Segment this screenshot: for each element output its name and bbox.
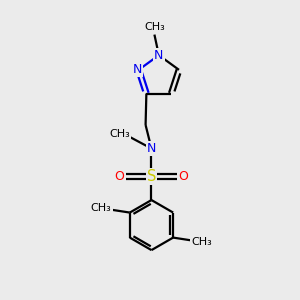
Text: O: O — [115, 170, 124, 183]
Text: O: O — [178, 170, 188, 183]
Text: CH₃: CH₃ — [191, 237, 212, 247]
Text: N: N — [154, 49, 164, 62]
Text: N: N — [133, 63, 142, 76]
Text: CH₃: CH₃ — [110, 129, 130, 139]
Text: S: S — [147, 169, 156, 184]
Text: CH₃: CH₃ — [144, 22, 165, 32]
Text: N: N — [147, 142, 156, 155]
Text: CH₃: CH₃ — [91, 203, 112, 213]
